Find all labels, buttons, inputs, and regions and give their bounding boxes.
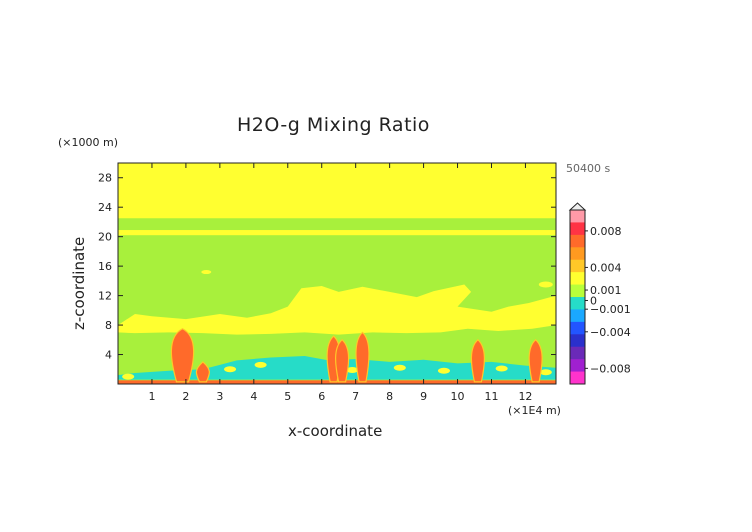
speckle (346, 367, 359, 374)
plume (195, 361, 210, 383)
x-axis-label: x-coordinate (288, 422, 383, 440)
y-tick-label: 12 (98, 290, 112, 303)
y-tick-label: 24 (98, 201, 112, 214)
colorbar-label: 0 (590, 294, 597, 307)
field (118, 163, 556, 384)
y-tick-label: 16 (98, 260, 112, 273)
colorbar-arrow (568, 202, 587, 211)
time-label: 50400 s (566, 162, 611, 175)
speckle (539, 369, 552, 376)
y-tick-label: 4 (105, 349, 112, 362)
colorbar-swatch (570, 272, 585, 286)
x-tick-label: 7 (352, 390, 359, 403)
colorbar-swatch (570, 234, 585, 248)
x-tick-label: 1 (148, 390, 155, 403)
colorbar-label: −0.004 (590, 326, 631, 339)
x-tick-label: 10 (451, 390, 465, 403)
plume (528, 339, 543, 383)
small-patch (201, 270, 212, 275)
speckle (254, 361, 267, 368)
chart-title: H2O-g Mixing Ratio (237, 114, 430, 136)
x-tick-label: 8 (386, 390, 393, 403)
colorbar-swatch (570, 321, 585, 335)
y-tick-label: 8 (105, 319, 112, 332)
x-tick-label: 4 (250, 390, 257, 403)
x-tick-label: 5 (284, 390, 291, 403)
colorbar-label: −0.001 (590, 303, 631, 316)
cloud-layer (118, 284, 556, 335)
y-tick-label: 20 (98, 231, 112, 244)
small-patch (538, 281, 553, 288)
upper-dry-layer (118, 163, 556, 219)
x-tick-label: 11 (484, 390, 498, 403)
x-tick-label: 2 (182, 390, 189, 403)
colorbar-label: −0.008 (590, 362, 631, 375)
colorbar-swatch (570, 284, 585, 298)
x-tick-label: 12 (518, 390, 532, 403)
colorbar-swatch (570, 297, 585, 310)
colorbar-label: 0.004 (590, 261, 622, 274)
colorbar-swatch (570, 210, 585, 223)
speckle (122, 373, 135, 380)
colorbar-swatch (570, 371, 585, 385)
speckle (393, 364, 406, 371)
plot-frame (117, 162, 557, 385)
plume (355, 331, 370, 383)
colorbar-swatch (570, 346, 585, 360)
plume (335, 339, 350, 383)
colorbar-label: 0.001 (590, 284, 622, 297)
x-tick-label: 6 (318, 390, 325, 403)
plume (170, 328, 195, 383)
x-tick-label: 9 (420, 390, 427, 403)
colorbar-swatch (570, 309, 585, 323)
colorbar-swatch (570, 222, 585, 236)
speckle (224, 366, 237, 373)
colorbar-swatch (570, 334, 585, 348)
plume (470, 339, 485, 383)
colorbar-swatch (570, 359, 585, 373)
thin-band (118, 230, 556, 236)
colorbar-swatch (570, 259, 585, 273)
x-axis-unit: (×1E4 m) (508, 404, 561, 417)
colorbar-label: 0.008 (590, 225, 622, 238)
x-tick-label: 3 (216, 390, 223, 403)
speckle (437, 367, 450, 374)
speckle (495, 365, 508, 372)
plot-area (118, 163, 556, 384)
colorbar-swatch (570, 247, 585, 261)
y-tick-label: 28 (98, 172, 112, 185)
y-axis-unit: (×1000 m) (58, 136, 119, 149)
